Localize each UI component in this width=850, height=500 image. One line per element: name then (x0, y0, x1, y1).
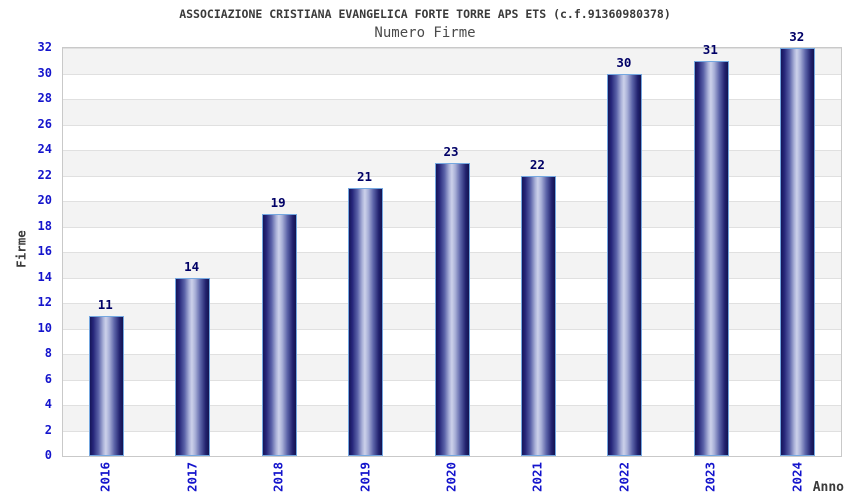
bar-2020 (434, 162, 470, 456)
x-axis-tick-label: 2023 (702, 461, 718, 493)
gridline (63, 48, 841, 49)
x-axis-tick-label: 2016 (97, 461, 113, 493)
x-axis-tick-label: 2017 (184, 461, 200, 493)
bar-value-label: 11 (97, 296, 113, 312)
gridline (63, 99, 841, 100)
gridline (63, 150, 841, 151)
gridline (63, 124, 841, 126)
bar-2022 (607, 73, 643, 456)
bar-2017 (175, 277, 211, 456)
y-axis-tick-label: 26 (37, 116, 52, 131)
y-axis-tick-label: 12 (37, 295, 52, 309)
bar-value-label: 19 (270, 194, 286, 210)
y-axis-tick-label: 20 (37, 193, 52, 207)
chart-subtitle: Numero Firme (374, 25, 476, 41)
y-axis-tick-label: 30 (37, 65, 52, 80)
y-axis-tick-label: 16 (37, 244, 52, 258)
plot-area (62, 47, 842, 457)
x-axis-tick-label: 2024 (789, 461, 805, 493)
bar-2018 (261, 213, 297, 456)
bar-value-label: 32 (789, 29, 805, 44)
y-axis-tick-label: 6 (44, 371, 52, 386)
bar-value-label: 14 (184, 258, 200, 274)
x-axis-tick-label: 2019 (357, 461, 373, 493)
y-axis-tick-label: 10 (37, 320, 52, 335)
bar-value-label: 31 (702, 41, 718, 57)
bar-2023 (693, 60, 729, 456)
y-axis-tick-label: 0 (44, 448, 52, 462)
x-axis-tick-label: 2021 (529, 461, 545, 493)
y-axis-tick-label: 4 (44, 397, 52, 411)
y-axis-tick-label: 32 (37, 40, 52, 54)
y-axis-tick-label: 18 (37, 218, 52, 233)
bar-2021 (520, 175, 556, 456)
y-axis-tick-label: 14 (37, 269, 52, 284)
y-axis-tick-label: 8 (44, 346, 52, 360)
y-axis-tick-label: 2 (44, 422, 52, 437)
x-axis-tick-label: 2022 (616, 461, 632, 493)
chart-title: ASSOCIAZIONE CRISTIANA EVANGELICA FORTE … (179, 7, 671, 21)
gridline (63, 73, 841, 75)
x-axis-tick-label: 2020 (443, 461, 459, 493)
bar-value-label: 22 (529, 156, 545, 172)
bar-2024 (780, 48, 816, 456)
bar-2019 (348, 188, 384, 456)
y-axis-tick-label: 28 (37, 91, 52, 105)
x-axis-title: Anno (812, 480, 844, 495)
bar-value-label: 23 (443, 143, 459, 159)
bar-2016 (88, 315, 124, 456)
x-axis-tick-label: 2018 (270, 461, 286, 493)
bar-value-label: 21 (357, 169, 373, 185)
y-axis-tick-label: 22 (37, 167, 52, 182)
y-axis-tick-label: 24 (37, 142, 52, 156)
bar-value-label: 30 (616, 54, 632, 70)
